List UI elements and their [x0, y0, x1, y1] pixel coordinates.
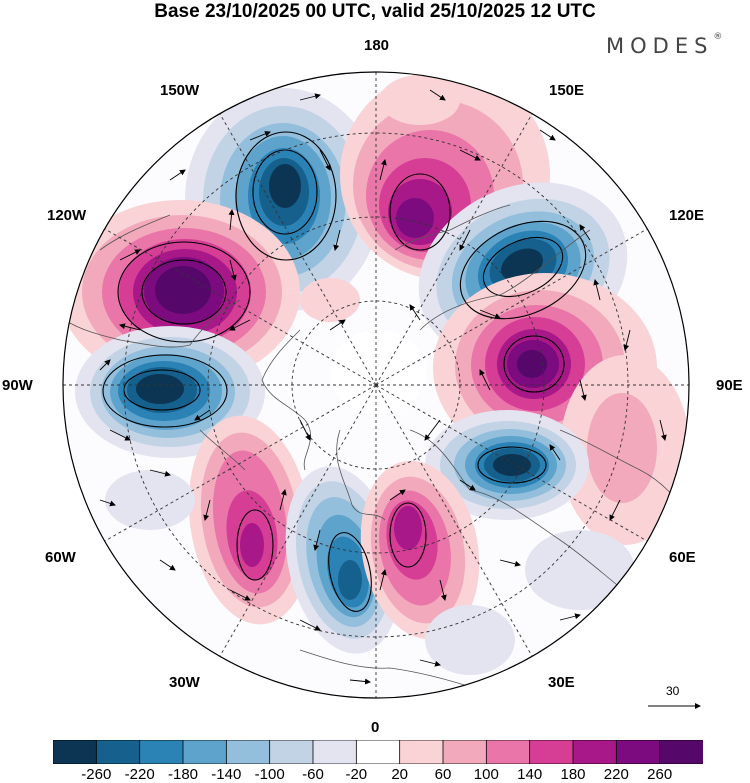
- colorbar-tick-label: 180: [560, 766, 586, 783]
- polar-map: [62, 71, 701, 709]
- colorbar-tick-label: -220: [124, 766, 155, 783]
- graticule: [63, 72, 689, 698]
- colorbar-swatch: [659, 740, 703, 764]
- colorbar-swatch: [95, 740, 141, 764]
- colorbar-swatch: [225, 740, 271, 764]
- colorbar-swatch: [485, 740, 531, 764]
- colorbar-swatch: [182, 740, 228, 764]
- colorbar: [53, 740, 703, 764]
- colorbar-tick-label: -140: [211, 766, 242, 783]
- lon-label-90e: 90E: [716, 377, 743, 394]
- lon-label-60w: 60W: [45, 549, 76, 566]
- anomaly-pale-patches: [105, 75, 635, 675]
- colorbar-tick-label: -20: [345, 766, 368, 783]
- colorbar-tick-label: -60: [302, 766, 324, 783]
- colorbar-tick-label: 140: [517, 766, 543, 783]
- colorbar-swatch: [312, 740, 358, 764]
- anomaly-low-west-siberia: [425, 410, 589, 520]
- colorbar-swatch: [529, 740, 574, 764]
- lon-label-150e: 150E: [549, 82, 585, 99]
- lon-label-30e: 30E: [548, 674, 575, 691]
- brand-logo: MODES®: [606, 32, 723, 58]
- reference-vector-label: 30: [666, 684, 680, 698]
- pole-region: [330, 330, 426, 414]
- colorbar-tick-label: 260: [647, 766, 673, 783]
- colorbar-swatch: [615, 740, 661, 764]
- anomaly-high-atlantic: [188, 415, 312, 625]
- anomaly-high-east-asia: [560, 355, 689, 545]
- colorbar-swatch: [442, 740, 488, 764]
- wind-vectors: [99, 89, 667, 685]
- colorbar-swatch: [355, 740, 401, 764]
- lon-label-120w: 120W: [47, 207, 87, 224]
- colorbar-tick-label: -260: [81, 766, 112, 783]
- brand-name: MODES: [606, 34, 714, 58]
- map-boundary: [62, 71, 690, 699]
- colorbar-tick-label: -100: [254, 766, 285, 783]
- colorbar-tick-label: 60: [434, 766, 452, 783]
- lon-label-150w: 150W: [160, 82, 200, 99]
- registered-mark: ®: [713, 32, 723, 42]
- colorbar-swatch: [53, 740, 98, 764]
- lon-label-60e: 60E: [669, 549, 696, 566]
- colorbar-tick-label: 100: [473, 766, 499, 783]
- colorbar-swatch: [399, 740, 444, 764]
- lon-label-120e: 120E: [669, 207, 705, 224]
- map-title: Base 23/10/2025 00 UTC, valid 25/10/2025…: [154, 1, 596, 22]
- colorbar-tick-label: 20: [391, 766, 409, 783]
- colorbar-swatch: [139, 740, 184, 764]
- lon-label-0: 0: [371, 719, 380, 736]
- streamlines: [102, 131, 587, 612]
- colorbar-swatch: [572, 740, 618, 764]
- colorbar-tick-label: -180: [167, 766, 199, 783]
- lon-label-30w: 30W: [169, 674, 200, 691]
- lon-label-90w: 90W: [2, 377, 33, 394]
- colorbar-tick-label: 220: [603, 766, 629, 783]
- colorbar-swatch: [269, 740, 314, 764]
- lon-label-180: 180: [364, 37, 390, 54]
